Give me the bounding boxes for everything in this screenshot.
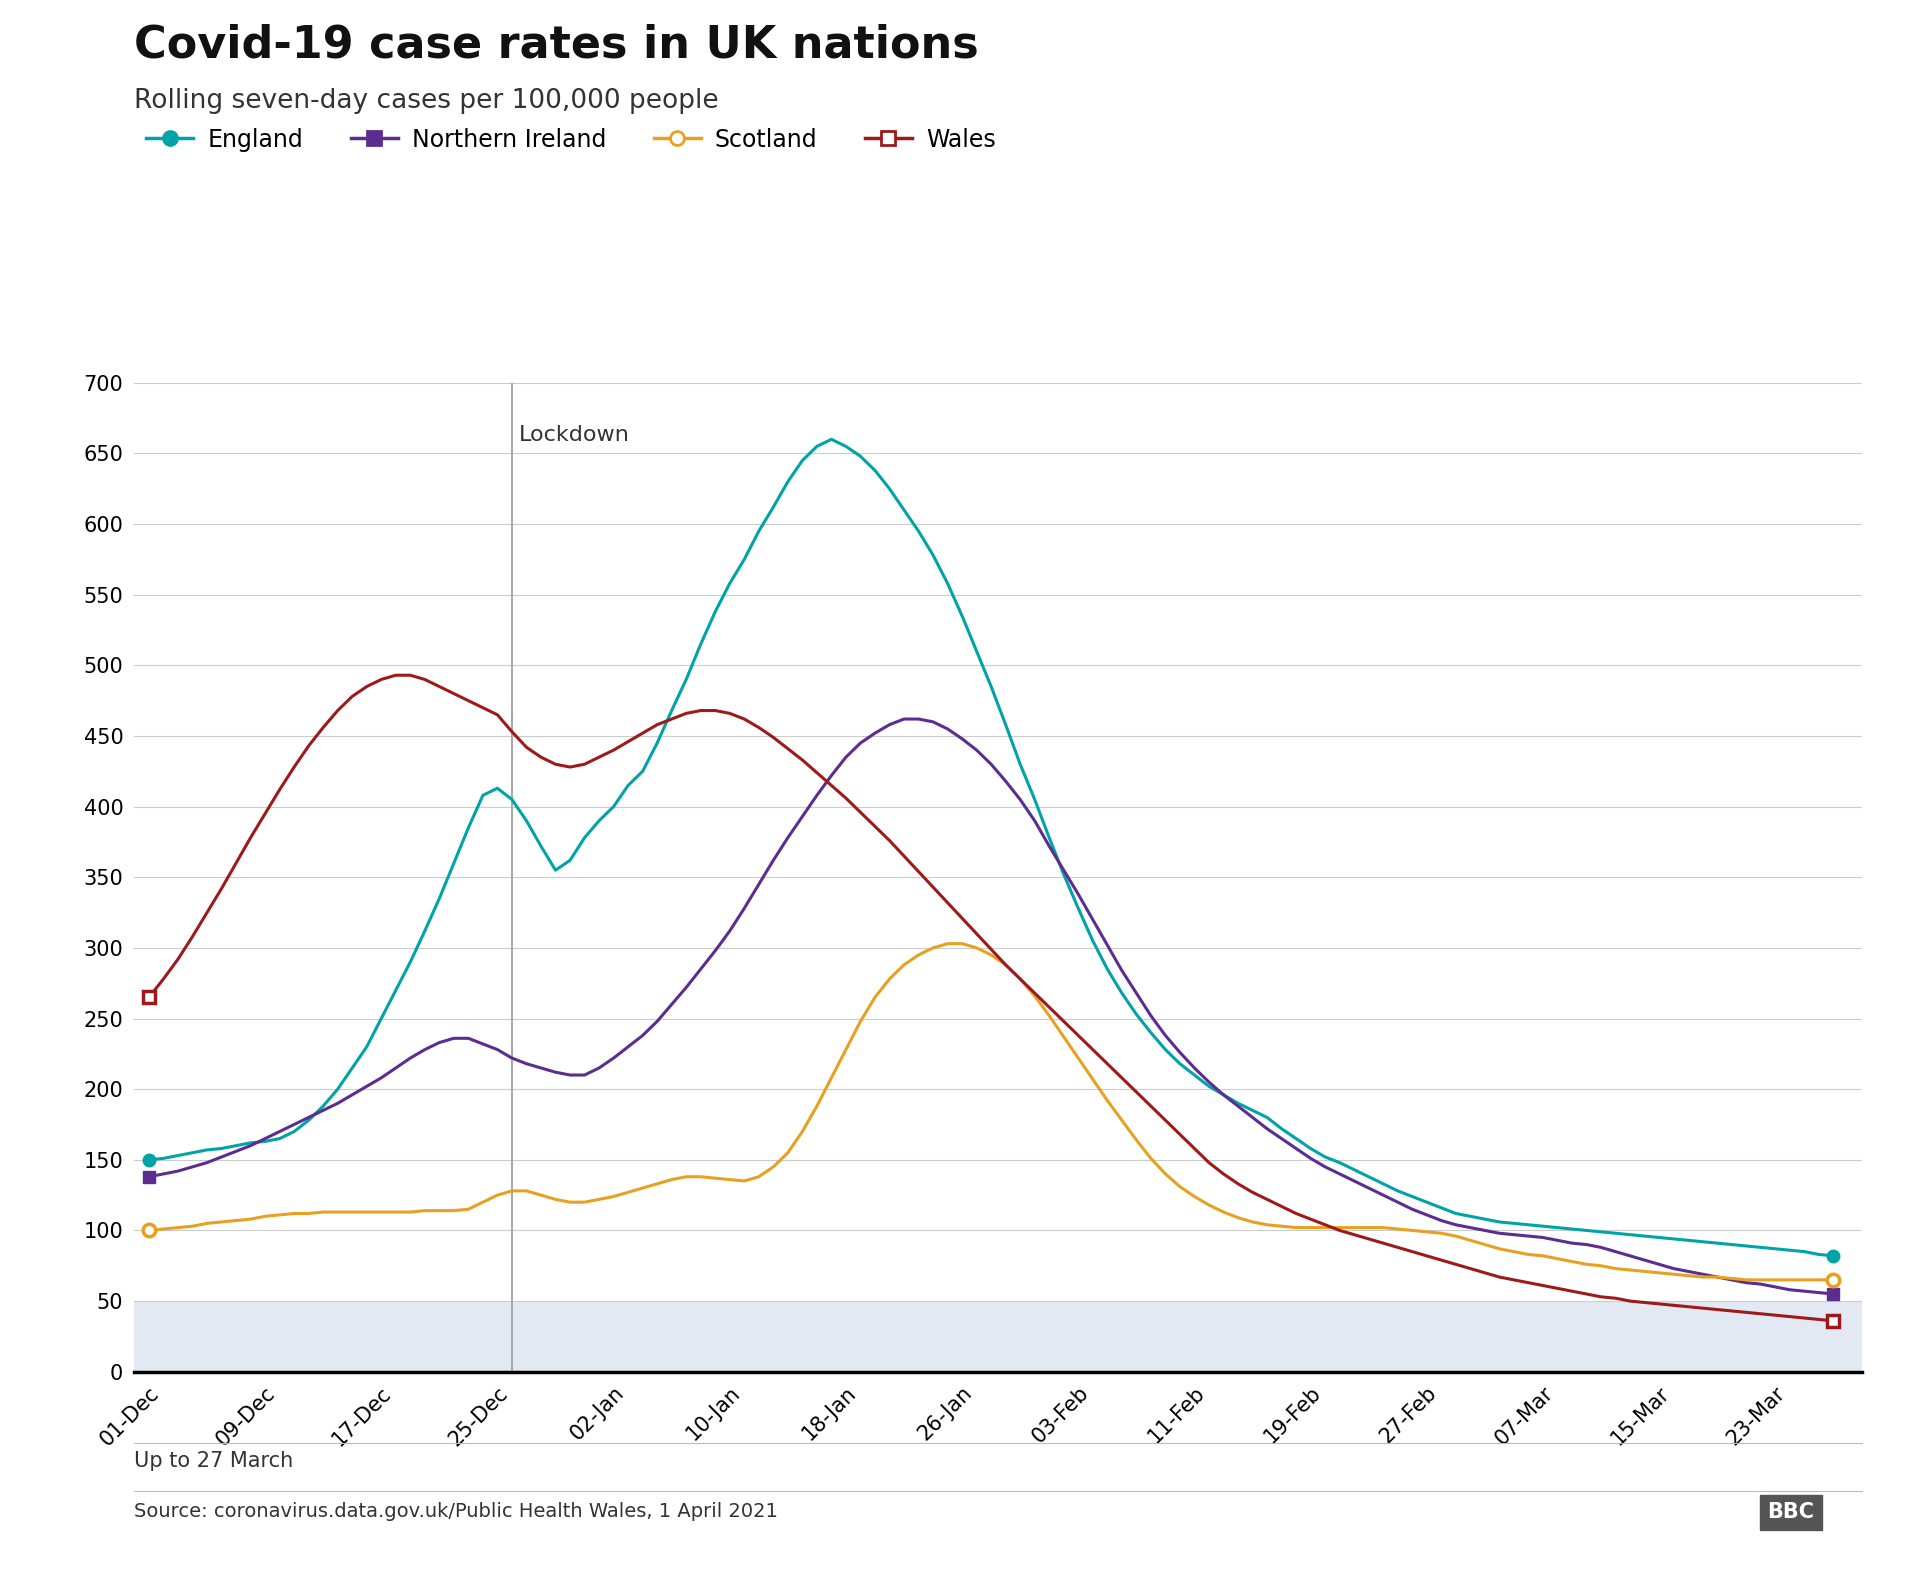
Text: Source: coronavirus.data.gov.uk/Public Health Wales, 1 April 2021: Source: coronavirus.data.gov.uk/Public H… bbox=[134, 1502, 778, 1522]
Text: Lockdown: Lockdown bbox=[518, 426, 630, 445]
Text: Covid-19 case rates in UK nations: Covid-19 case rates in UK nations bbox=[134, 24, 979, 67]
Bar bbox=[134, 1302, 1862, 1372]
Legend: England, Northern Ireland, Scotland, Wales: England, Northern Ireland, Scotland, Wal… bbox=[146, 128, 996, 152]
Text: Up to 27 March: Up to 27 March bbox=[134, 1451, 294, 1472]
Text: BBC: BBC bbox=[1768, 1502, 1814, 1523]
Text: Rolling seven-day cases per 100,000 people: Rolling seven-day cases per 100,000 peop… bbox=[134, 88, 718, 113]
